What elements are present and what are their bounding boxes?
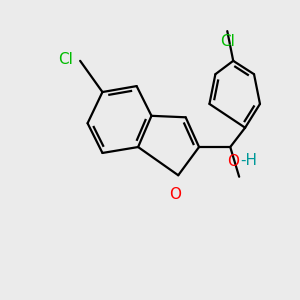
Text: O: O	[227, 154, 239, 169]
Text: -H: -H	[241, 153, 258, 168]
Text: O: O	[169, 187, 181, 202]
Text: Cl: Cl	[58, 52, 73, 67]
Text: Cl: Cl	[220, 34, 235, 49]
